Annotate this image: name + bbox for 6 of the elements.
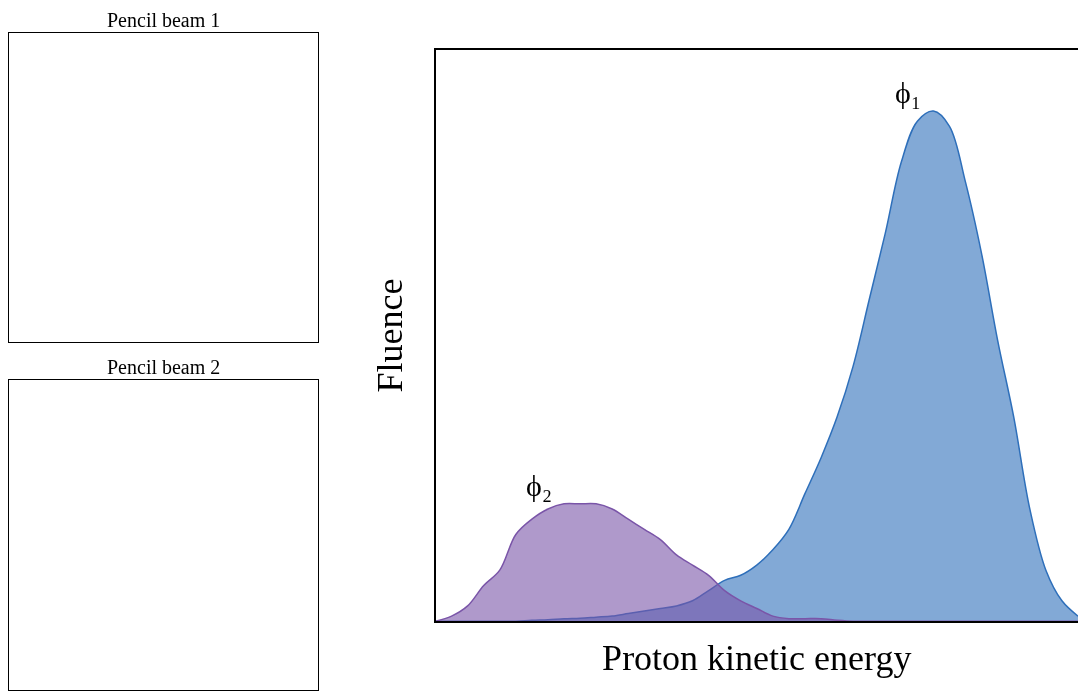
x-axis-title: Proton kinetic energy — [602, 637, 912, 678]
text: Pencil beam 2 — [107, 356, 221, 378]
text: Pencil beam 1 — [107, 9, 221, 31]
series-label: ϕ₁ — [895, 76, 922, 109]
series-label: ϕ₂ — [526, 469, 553, 502]
y-axis-title: Fluence — [369, 278, 410, 393]
